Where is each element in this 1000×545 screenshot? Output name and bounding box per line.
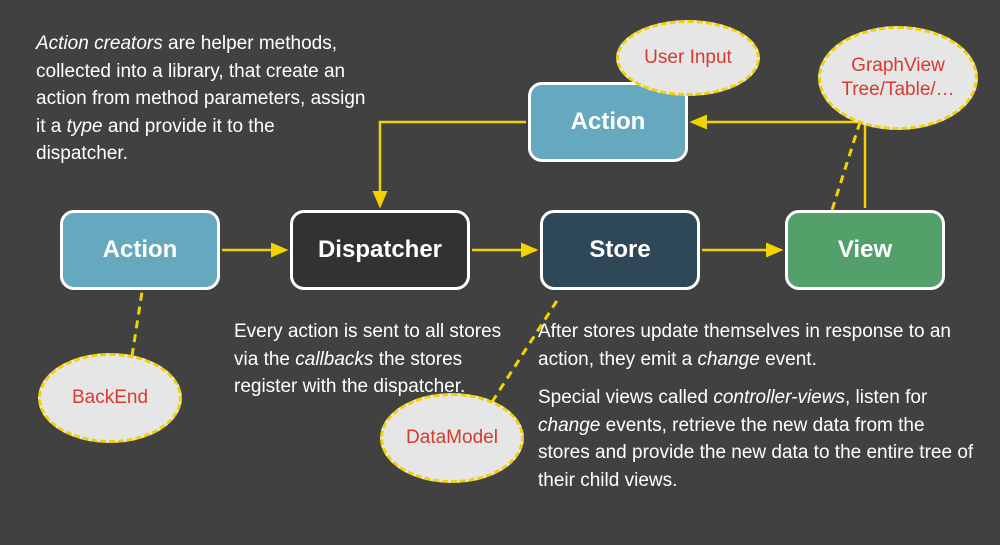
node-action-left: Action [60,210,220,290]
callout-tail-backend [132,292,142,356]
callout-text: GraphViewTree/Table/… [841,54,954,102]
node-label: View [838,236,892,264]
node-view: View [785,210,945,290]
callout-tail-graphview [832,122,860,210]
callout-text: BackEnd [72,386,148,410]
node-label: Dispatcher [318,236,442,264]
arrow-view-action_top [692,122,865,208]
callout-user-input: User Input [616,20,760,96]
node-label: Action [571,108,646,136]
callout-backend: BackEnd [38,353,182,443]
node-label: Action [103,236,178,264]
callout-text: User Input [644,46,732,70]
desc-store-change: After stores update themselves in respon… [538,318,978,373]
callout-text: DataModel [406,426,498,450]
arrow-action_top-dispatcher [380,122,526,206]
node-dispatcher: Dispatcher [290,210,470,290]
desc-dispatcher: Every action is sent to all stores via t… [234,318,504,401]
node-label: Store [589,236,650,264]
node-store: Store [540,210,700,290]
callout-graphview: GraphViewTree/Table/… [818,26,978,130]
callout-datamodel: DataModel [380,393,524,483]
desc-action-creators: Action creators are helper methods, coll… [36,30,366,168]
desc-controller-views: Special views called controller-views, l… [538,384,978,494]
